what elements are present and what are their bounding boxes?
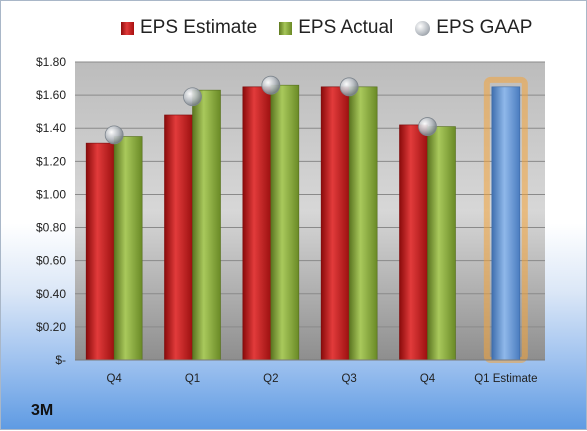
bar-eps-actual: [427, 126, 456, 361]
bar-eps-estimate: [399, 124, 428, 361]
marker-eps-gaap: [104, 125, 124, 145]
y-tick-label: $0.60: [36, 254, 66, 268]
legend: EPS Estimate EPS Actual EPS GAAP: [121, 17, 532, 39]
bar-eps-actual: [348, 86, 378, 361]
marker-eps-gaap: [339, 77, 359, 97]
bar-eps-actual: [270, 84, 300, 361]
y-tick-label: $0.40: [36, 287, 66, 301]
marker-eps-gaap: [183, 87, 202, 107]
marker-eps-gaap: [418, 117, 437, 136]
y-tick-label: $1.40: [36, 121, 66, 135]
bar-eps-estimate: [320, 86, 350, 361]
y-tick-label: $1.20: [36, 154, 66, 168]
bar-eps-estimate: [242, 86, 272, 361]
y-tick-label: $0.20: [36, 320, 66, 334]
legend-swatch-estimate: [121, 21, 134, 35]
legend-swatch-actual: [279, 21, 293, 35]
y-tick-label: $0.80: [36, 221, 66, 235]
legend-item-eps-estimate: EPS Estimate: [121, 17, 257, 39]
plot-area: [75, 62, 545, 360]
company-name: 3M: [31, 402, 54, 419]
x-tick-label: Q4: [106, 373, 122, 385]
legend-label-actual: EPS Actual: [298, 17, 394, 38]
marker-eps-gaap: [261, 75, 281, 95]
legend-label-gaap: EPS GAAP: [436, 17, 533, 38]
x-tick-label: Q3: [341, 373, 356, 385]
bar-eps-estimate: [85, 142, 115, 361]
bar-eps-actual: [192, 89, 221, 361]
bar-eps-estimate: [164, 114, 193, 361]
y-tick-label: $1.80: [36, 55, 66, 69]
legend-marker-gaap: [415, 20, 431, 36]
x-tick-label: Q1 Estimate: [474, 373, 537, 385]
x-tick-label: Q2: [263, 373, 278, 385]
y-tick-label: $1.60: [36, 88, 66, 102]
x-tick-label: Q4: [420, 373, 436, 385]
bar-forecast: [491, 86, 521, 361]
y-tick-label: $1.00: [36, 187, 66, 201]
legend-item-eps-gaap: EPS GAAP: [415, 17, 532, 39]
legend-item-eps-actual: EPS Actual: [279, 17, 393, 39]
legend-label-estimate: EPS Estimate: [140, 17, 258, 38]
x-tick-label: Q1: [185, 373, 200, 385]
bar-eps-actual: [113, 136, 143, 361]
y-tick-label: $-: [55, 353, 66, 367]
